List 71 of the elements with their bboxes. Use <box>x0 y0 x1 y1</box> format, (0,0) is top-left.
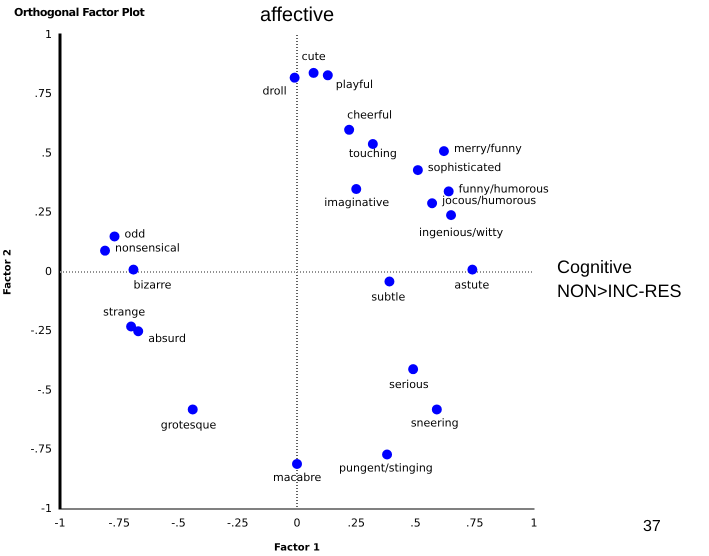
point <box>432 404 442 414</box>
point <box>384 276 394 286</box>
point <box>308 68 319 78</box>
x-tick-label: -.5 <box>171 516 186 530</box>
text: NON>INC-RES <box>557 281 682 302</box>
point <box>188 404 198 414</box>
x-axis-title: Factor 1 <box>274 542 320 554</box>
annotation: macabre <box>273 470 322 484</box>
annotation: sophisticated <box>428 160 502 174</box>
y-tick-label: -.5 <box>38 383 52 396</box>
x-tick-label: -1 <box>54 516 66 530</box>
y-tick-label: .75 <box>34 87 52 100</box>
x-tick-label: -.75 <box>108 516 130 530</box>
point <box>322 70 333 80</box>
x-tick-label: .5 <box>410 516 421 530</box>
point <box>100 246 110 256</box>
text: Cognitive <box>557 257 632 278</box>
annotation: astute <box>454 278 490 292</box>
annotation: cheerful <box>347 108 392 122</box>
point <box>128 264 138 275</box>
point <box>290 72 300 83</box>
annotation: playful <box>336 78 374 92</box>
annotation: merry/funny <box>454 142 522 155</box>
point <box>382 449 392 460</box>
point <box>110 231 120 242</box>
annotation: absurd <box>148 332 186 346</box>
text: affective <box>260 4 334 27</box>
annotation: odd <box>124 227 146 240</box>
annotation: subtle <box>371 290 406 304</box>
point <box>133 326 144 336</box>
point <box>126 322 136 332</box>
annotation: sneering <box>410 416 459 430</box>
y-tick-label: 1 <box>45 28 52 41</box>
point <box>444 186 454 196</box>
annotation: jocous/humorous <box>441 194 536 208</box>
y-tick-label: .25 <box>34 206 52 219</box>
annotation: imaginative <box>324 196 390 209</box>
annotation: ingenious/witty <box>419 226 504 239</box>
x-tick-label: .75 <box>466 516 484 530</box>
point <box>412 165 423 176</box>
x-tick-label: 0 <box>294 516 300 530</box>
annotation: touching <box>348 146 397 160</box>
x-tick-label: 1 <box>530 516 538 530</box>
y-tick-label: 0 <box>45 264 52 278</box>
y-axis-title: Factor 2 <box>2 248 14 295</box>
annotation: strange <box>103 305 146 318</box>
point <box>351 184 362 194</box>
annotation: cute <box>302 50 326 63</box>
annotation: nonsensical <box>115 242 180 255</box>
annotation: grotesque <box>160 418 216 432</box>
point <box>368 139 378 150</box>
chart-title: Orthogonal Factor Plot <box>14 6 144 19</box>
annotation: bizarre <box>133 278 172 292</box>
point <box>408 364 418 374</box>
annotation: funny/humorous <box>458 182 550 196</box>
y-tick-label: .5 <box>42 146 52 160</box>
annotation: pungent/stinging <box>339 461 433 474</box>
point <box>446 210 456 220</box>
annotation: serious <box>389 378 429 392</box>
x-tick-label: .25 <box>348 516 365 530</box>
y-tick-label: -.25 <box>30 324 52 338</box>
point <box>292 458 302 469</box>
text: 37 <box>643 518 661 536</box>
point <box>344 124 354 135</box>
x-tick-label: -.25 <box>227 516 248 530</box>
y-tick-label: -1 <box>41 502 52 515</box>
point <box>467 264 478 275</box>
y-tick-label: -.75 <box>30 442 52 456</box>
point <box>427 198 438 208</box>
point <box>438 146 449 156</box>
annotation: droll <box>262 84 287 98</box>
